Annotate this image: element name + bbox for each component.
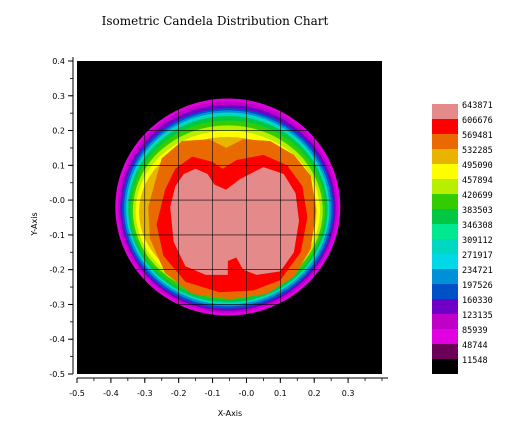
x-axis-title: X-Axis (218, 409, 242, 418)
legend-swatch (432, 269, 458, 284)
legend-swatch (432, 104, 458, 119)
y-tick-label: -0.5 (49, 370, 65, 379)
x-tick-label: 0.1 (274, 389, 287, 398)
x-tick-label: -0.2 (171, 389, 187, 398)
legend-label: 85939 (462, 326, 488, 336)
axes: -0.5 -0.4 -0.3 -0.2 -0.1 -0.0 0.1 0.2 0.3 0.4 0.3 0… (49, 57, 388, 398)
legend-label: 457894 (462, 176, 493, 186)
legend-label: 234721 (462, 266, 493, 276)
y-tick-label: 0.2 (52, 127, 65, 136)
legend-label: 643871 (462, 101, 493, 111)
legend-swatch (432, 194, 458, 209)
legend-swatch (432, 314, 458, 329)
legend-swatch (432, 164, 458, 179)
legend-swatch (432, 134, 458, 149)
x-tick-label: -0.1 (205, 389, 221, 398)
legend-label: 123135 (462, 311, 493, 321)
legend-swatch (432, 329, 458, 344)
y-tick-label: -0.4 (49, 335, 65, 344)
legend-swatch (432, 149, 458, 164)
y-tick-label: -0.3 (49, 300, 65, 309)
legend-label: 197526 (462, 281, 493, 291)
legend-label: 383503 (462, 206, 493, 216)
region-643871 (170, 167, 299, 275)
legend-swatch (432, 344, 458, 359)
x-tick-label: 0.3 (342, 389, 355, 398)
legend-label: 532285 (462, 146, 493, 156)
x-tick-label: 0.2 (308, 389, 321, 398)
grid (110, 78, 349, 340)
legend-swatch (432, 359, 458, 374)
legend: 643871 606676 569481 532285 495090 457894 4206… (432, 101, 493, 374)
y-tick-label: -0.1 (49, 231, 65, 240)
legend-label: 569481 (462, 131, 493, 141)
legend-swatch (432, 284, 458, 299)
legend-label: 271917 (462, 251, 493, 261)
legend-swatch (432, 119, 458, 134)
x-tick-label: -0.5 (69, 389, 85, 398)
legend-swatch (432, 254, 458, 269)
chart-title: Isometric Candela Distribution Chart (101, 14, 329, 28)
legend-label: 420699 (462, 191, 493, 201)
y-tick-label: -0.2 (49, 266, 65, 275)
legend-swatch (432, 239, 458, 254)
x-tick-label: -0.0 (239, 389, 255, 398)
y-tick-label: 0.3 (52, 92, 65, 101)
y-tick-label: 0.4 (52, 57, 65, 66)
legend-label: 160330 (462, 296, 493, 306)
legend-swatch (432, 224, 458, 239)
y-tick-label: -0.0 (49, 196, 65, 205)
contour-layer (115, 98, 341, 316)
legend-label: 606676 (462, 116, 493, 126)
legend-label: 346308 (462, 221, 493, 231)
legend-swatch (432, 299, 458, 314)
legend-label: 48744 (462, 341, 488, 351)
x-tick-label: -0.3 (137, 389, 153, 398)
legend-label: 309112 (462, 236, 493, 246)
legend-swatch (432, 209, 458, 224)
legend-label: 11548 (462, 356, 488, 366)
legend-label: 495090 (462, 161, 493, 171)
x-tick-label: -0.4 (103, 389, 119, 398)
legend-swatch (432, 179, 458, 194)
y-axis-title: Y-Axis (30, 212, 39, 236)
y-tick-label: 0.1 (52, 161, 65, 170)
